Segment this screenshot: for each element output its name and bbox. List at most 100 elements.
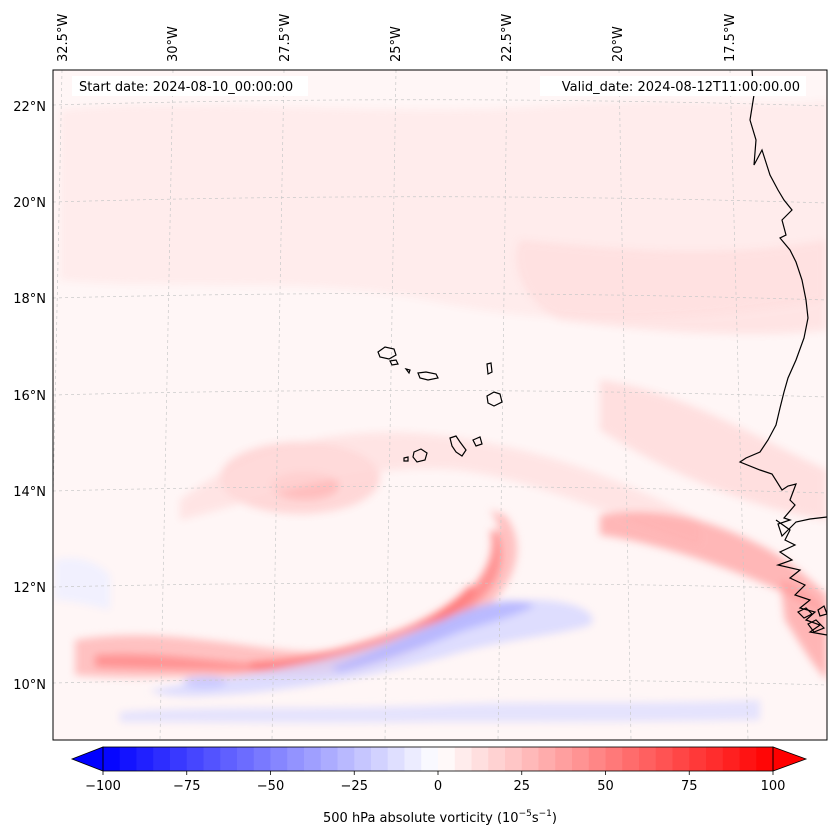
cabo-verde-maio [472, 436, 483, 447]
vorticity-region-itcz-south [600, 380, 827, 520]
lon-label-27-5w: 27.5°W [278, 14, 293, 62]
meridian-22-5w [497, 70, 508, 740]
west-africa-coastline [738, 70, 827, 538]
lat-label-20n: 20°N [13, 196, 46, 211]
colorbar-cell [488, 747, 506, 771]
lat-label-10n: 10°N [13, 678, 46, 693]
colorbar-cell [287, 747, 305, 771]
colorbar-cell [756, 747, 774, 771]
lat-label-18n: 18°N [13, 292, 46, 307]
colorbar-cell [655, 747, 674, 771]
colorbar-tick-label: 25 [513, 779, 530, 794]
cabo-verde-fogo [412, 448, 428, 463]
colorbar-cell [354, 747, 372, 771]
colorbar-cell [253, 747, 272, 771]
meridian-17-5w [729, 70, 749, 740]
colorbar-cell [320, 747, 339, 771]
parallel-20n [53, 196, 827, 204]
colorbar-cell [119, 747, 138, 771]
graticule [53, 70, 827, 740]
colorbar-cell [605, 747, 623, 771]
colorbar-max-extension [772, 746, 808, 772]
colorbar-cell [371, 747, 389, 771]
colorbar-cell [555, 747, 573, 771]
colorbar-cell [136, 747, 154, 771]
colorbar-cell [639, 747, 657, 771]
cabo-verde-sal [486, 362, 493, 375]
colorbar-cell [706, 747, 724, 771]
colorbar-cell [203, 747, 221, 771]
lon-label-17-5w: 17.5°W [723, 14, 738, 62]
parallel-12n [53, 582, 827, 590]
colorbar-cell [103, 747, 121, 771]
colorbar-cell [672, 747, 690, 771]
colorbar-tick-label: 100 [761, 779, 786, 794]
colorbar-cell [454, 747, 473, 771]
colorbar-cell [471, 747, 489, 771]
lat-label-22n: 22°N [13, 100, 46, 115]
meridian-25w [384, 70, 397, 740]
vorticity-field [55, 100, 827, 723]
vorticity-negative-band-south [120, 700, 760, 723]
colorbar-cell [404, 747, 422, 771]
lat-label-16n: 16°N [13, 389, 46, 404]
colorbar-cell [304, 747, 322, 771]
colorbar-title: 500 hPa absolute vorticity (10−5s−1) [323, 809, 557, 826]
lon-label-22-5w: 22.5°W [500, 14, 515, 62]
colorbar-cell [170, 747, 188, 771]
cabo-verde-brava [403, 456, 409, 462]
valid-date-label: Valid_date: 2024-08-12T11:00:00.00 [562, 80, 800, 95]
cabo-verde-sao-nicolau [417, 371, 439, 381]
lon-label-30w: 30°W [166, 26, 181, 62]
colorbar-cell [220, 747, 238, 771]
colorbar-cell [521, 747, 540, 771]
colorbar-tick-label: −50 [257, 779, 284, 794]
vorticity-positive-coast [780, 580, 827, 680]
parallel-10n [53, 678, 827, 686]
colorbar-cell [153, 747, 171, 771]
colorbar-tick-label: −100 [85, 779, 121, 794]
colorbar-cell [572, 747, 590, 771]
start-date-label: Start date: 2024-08-10_00:00:00 [79, 80, 293, 95]
lat-label-12n: 12°N [13, 581, 46, 596]
colorbar: −100 −75 −50 −25 0 25 50 75 100 500 hPa absolute… [70, 746, 808, 826]
colorbar-cell [438, 747, 456, 771]
vorticity-region-weak-positive-2 [516, 240, 827, 335]
colorbar-tick-label: −75 [173, 779, 200, 794]
colorbar-ticks: −100 −75 −50 −25 0 25 50 75 100 [85, 771, 785, 794]
valid-date-background [540, 76, 806, 96]
lon-label-32-5w: 32.5°W [56, 14, 71, 62]
vorticity-positive-band-east [600, 511, 827, 615]
longitude-labels: 32.5°W 30°W 27.5°W 25°W 22.5°W 20°W 17.5… [56, 14, 738, 62]
lat-label-14n: 14°N [13, 485, 46, 500]
parallel-22n [53, 99, 827, 107]
lon-label-25w: 25°W [389, 26, 404, 62]
lon-label-20w: 20°W [611, 26, 626, 62]
meridian-20w [618, 70, 632, 740]
colorbar-tick-label: 0 [434, 779, 442, 794]
colorbar-cell [739, 747, 757, 771]
colorbar-cell [622, 747, 640, 771]
colorbar-cells [103, 747, 774, 771]
cabo-verde-santo-antao [377, 346, 397, 360]
colorbar-tick-label: 50 [597, 779, 614, 794]
vorticity-weak-negative-west [55, 558, 110, 610]
coastlines [377, 70, 827, 636]
colorbar-cell [237, 747, 255, 771]
colorbar-tick-label: 75 [681, 779, 698, 794]
latitude-labels: 22°N 20°N 18°N 16°N 14°N 12°N 10°N [13, 100, 46, 693]
vorticity-negative-band-core [330, 600, 535, 672]
colorbar-cell [387, 747, 406, 771]
start-date-background [72, 76, 308, 96]
meridian-27-5w [271, 70, 285, 740]
guinea-bissau-coastline [775, 519, 827, 636]
colorbar-cell [538, 747, 556, 771]
cabo-verde-santiago [449, 435, 467, 457]
parallel-18n [53, 293, 827, 301]
cabo-verde-sao-vicente [389, 359, 399, 366]
colorbar-cell [270, 747, 288, 771]
colorbar-cell [588, 747, 607, 771]
meridian-30w [159, 70, 174, 740]
colorbar-cell [722, 747, 741, 771]
colorbar-min-extension [70, 746, 104, 772]
